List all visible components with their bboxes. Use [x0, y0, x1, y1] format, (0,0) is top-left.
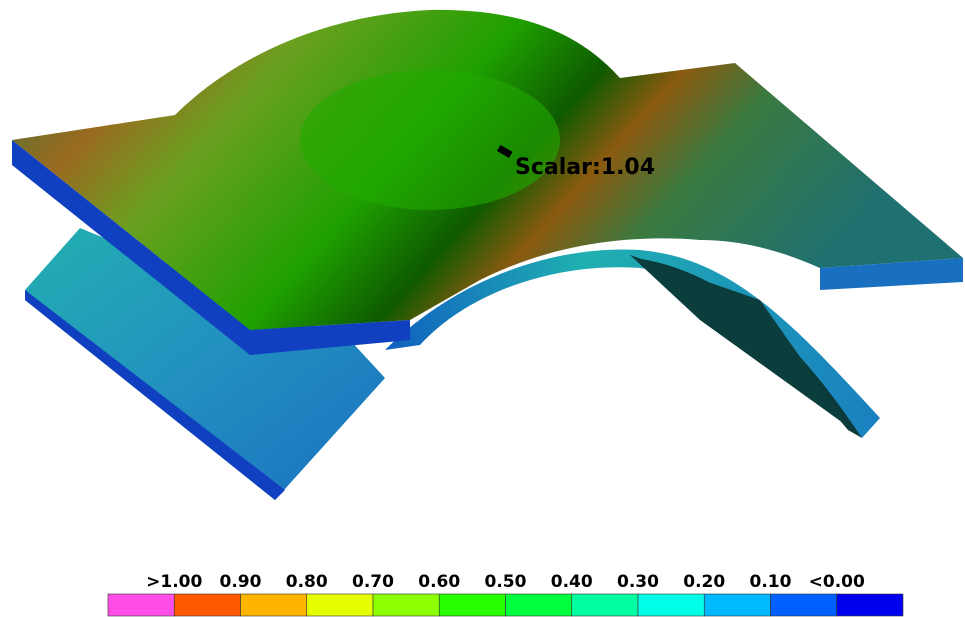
top-left-edge	[12, 140, 410, 355]
lower-plate-edge	[25, 290, 285, 500]
legend-label: 0.60	[418, 572, 460, 592]
legend-label: 0.50	[485, 572, 527, 592]
legend-swatch	[505, 593, 573, 617]
legend-label: 0.70	[352, 572, 394, 592]
legend-label: 0.40	[551, 572, 593, 592]
legend-swatch	[107, 593, 175, 617]
legend-swatch	[770, 593, 838, 617]
probe-marker	[496, 144, 513, 158]
color-legend: >1.00 0.90 0.80 0.70 0.60 0.50 0.40 0.30 0.20 0.1…	[107, 572, 904, 617]
legend-swatch	[240, 593, 308, 617]
legend-label: <0.00	[809, 572, 865, 592]
legend-swatch	[571, 593, 639, 617]
legend-swatch	[372, 593, 440, 617]
model: Scalar:1.04	[12, 9, 963, 500]
legend-swatch	[836, 593, 904, 617]
legend-swatch	[173, 593, 241, 617]
arch-shadow-face	[630, 255, 850, 428]
top-right-edge	[820, 258, 963, 290]
highlight	[300, 70, 560, 210]
lower-plate	[25, 228, 385, 500]
legend-label: 0.90	[220, 572, 262, 592]
legend-swatch	[438, 593, 506, 617]
legend-label: >1.00	[146, 572, 202, 592]
probe-annotation: Scalar:1.04	[515, 155, 655, 180]
legend-label: 0.10	[750, 572, 792, 592]
legend-label: 0.80	[286, 572, 328, 592]
legend-swatch	[637, 593, 705, 617]
legend-label: 0.20	[683, 572, 725, 592]
legend-swatch	[306, 593, 374, 617]
legend-swatch	[703, 593, 771, 617]
legend-label: 0.30	[617, 572, 659, 592]
